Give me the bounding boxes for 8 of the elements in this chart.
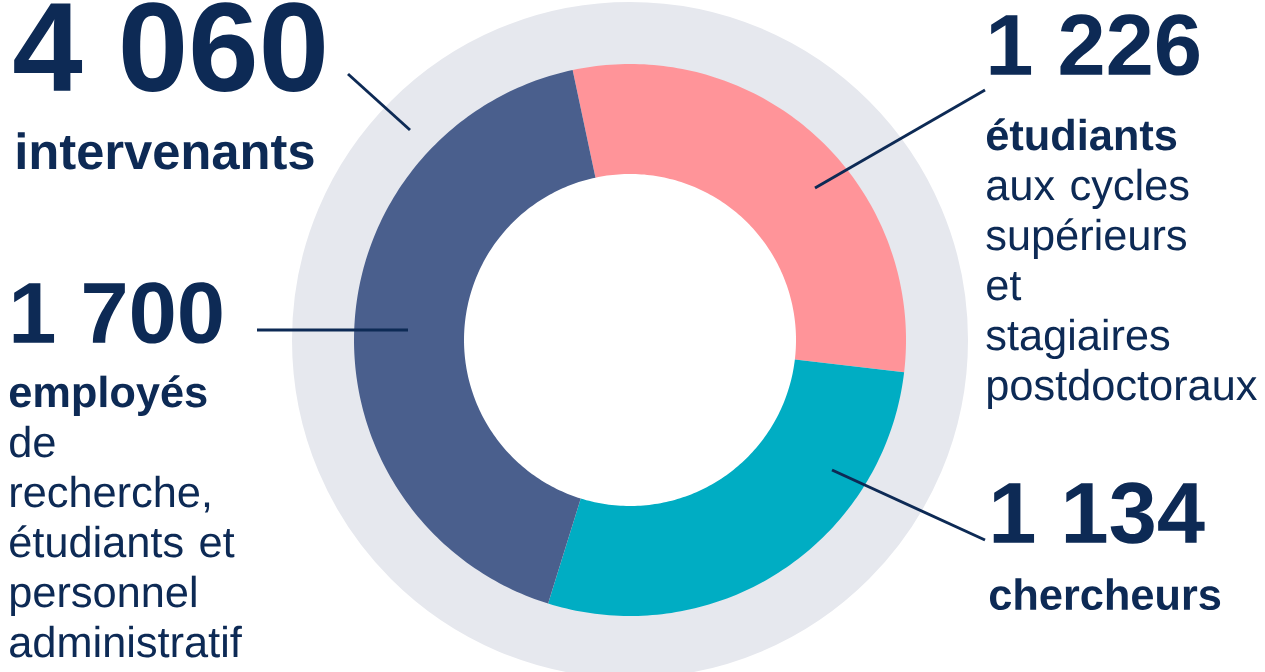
data-label: 1 700 xyxy=(13,282,222,344)
slice-label: employés de recherche, étudiants et personnel administratif xyxy=(9,375,242,658)
data-label: 1 226 xyxy=(990,14,1199,76)
slice-label: chercheurs xyxy=(989,578,1221,611)
chart-title: 4 060 xyxy=(14,2,324,92)
slice-label: étudiants aux cycles supérieurs et stagiaires postdoctoraux xyxy=(986,118,1257,410)
data-label: 1 134 xyxy=(993,482,1205,544)
text: intervenants xyxy=(17,132,314,170)
